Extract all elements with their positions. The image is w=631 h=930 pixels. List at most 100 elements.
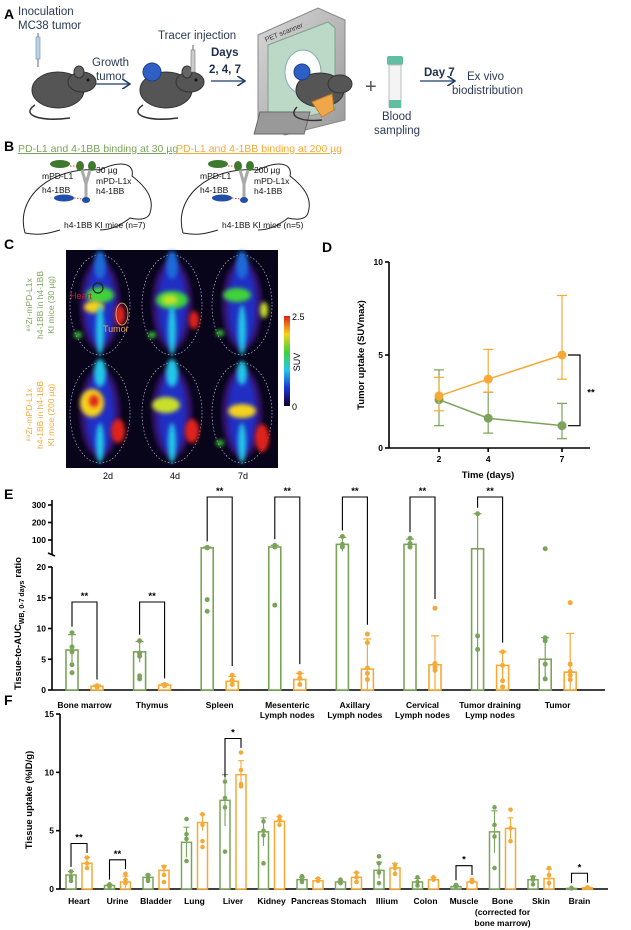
e-data-point xyxy=(204,597,210,603)
e-data-point xyxy=(272,602,278,608)
e-significance-label: ** xyxy=(81,591,89,602)
mouse-in-scanner-icon xyxy=(293,63,353,122)
e-significance-bracket xyxy=(274,496,301,665)
pet-hotspot xyxy=(216,330,224,336)
e-data-point xyxy=(567,661,573,667)
e-y-tick-label: 0 xyxy=(41,685,46,695)
tumor-roi-icon xyxy=(115,302,129,326)
f-y-tick-label: 5 xyxy=(49,826,54,836)
pet-hotspot xyxy=(96,423,104,463)
f-data-point xyxy=(84,861,90,866)
e-data-point xyxy=(339,544,345,550)
f-significance-bracket xyxy=(570,872,589,884)
d-data-point xyxy=(483,374,493,384)
e-category-label: Tumor draining xyxy=(459,700,521,710)
pet-hotspot xyxy=(162,295,178,305)
f-significance-bracket xyxy=(70,842,88,867)
f-category-label: Bladder xyxy=(140,896,172,906)
d-series-line xyxy=(438,398,563,427)
heart-annotation: Heart xyxy=(70,291,93,301)
f-category-label: Muscle xyxy=(450,896,479,906)
e-significance-bracket xyxy=(409,496,436,599)
f-bar xyxy=(235,773,247,890)
ex-vivo-label: Ex vivo xyxy=(467,71,504,83)
column-label-4d: 4d xyxy=(170,471,180,481)
d-y-tick-label: 10 xyxy=(374,257,384,267)
f-data-point xyxy=(261,861,266,866)
pet-body-signal xyxy=(158,373,186,453)
d-x-axis-label: Time (days) xyxy=(462,470,515,481)
f-significance-label: * xyxy=(231,728,235,739)
panel-label-d: D xyxy=(322,239,332,255)
day7-label: Day 7 xyxy=(424,67,455,79)
f-data-point xyxy=(68,875,74,880)
f-data-point xyxy=(200,822,205,828)
f-data-point xyxy=(299,879,305,885)
e-data-point xyxy=(542,546,548,552)
tumor-annotation: Tumor xyxy=(103,324,129,334)
f-data-point xyxy=(376,854,382,859)
e-category-label: Mesenteric xyxy=(265,700,310,710)
days-label: Days xyxy=(211,47,239,59)
row-label-line: KI mice (30 µg) xyxy=(46,276,56,334)
f-category-label: Bone xyxy=(492,896,514,906)
syringe-icon xyxy=(35,33,41,67)
f-data-point xyxy=(277,814,282,819)
mouse-diagram-200ug: mPD-L1 200 µg mPD-L1x h4-1BB h4-1BB h4-1… xyxy=(180,160,310,235)
e-data-point xyxy=(475,511,481,517)
d-y-axis-label: Tumor uptake (SUVmax) xyxy=(356,300,367,410)
f-category-label: Skin xyxy=(532,896,550,906)
mouse-diagram-30ug: mPD-L1 30 µg mPD-L1x h4-1BB h4-1BB h4-1B… xyxy=(22,160,152,235)
f-data-point xyxy=(84,855,90,860)
growth-label-2: tumor xyxy=(96,71,126,83)
f-data-point xyxy=(184,831,189,837)
e-significance-bracket xyxy=(341,496,368,625)
e-data-point xyxy=(567,600,573,606)
colorbar-min: 0 xyxy=(292,402,297,412)
f-data-point xyxy=(508,807,513,812)
e-bar xyxy=(335,543,350,691)
pet-hotspot xyxy=(228,404,256,418)
e-data-point xyxy=(407,541,413,546)
f-data-point xyxy=(376,880,382,886)
syringe-icon xyxy=(190,45,196,73)
f-category-label: bone marrow) xyxy=(474,918,530,928)
f-category-label: Kidney xyxy=(257,896,286,906)
e-y-axis-label: Tissue-to-AUCWB, 0-7 days ratio xyxy=(13,557,26,690)
row-label-line: KI mice (200 µg) xyxy=(46,384,56,447)
e-data-point xyxy=(407,535,413,541)
e-significance-bracket xyxy=(71,601,98,680)
e-significance-label: ** xyxy=(216,486,224,497)
f-data-point xyxy=(354,870,359,875)
f-data-point xyxy=(492,865,497,871)
e-significance-label: ** xyxy=(486,486,494,497)
f-significance-label: * xyxy=(578,862,582,873)
mpdl1-label: mPD-L1 xyxy=(42,171,73,181)
f-category-label: Pancreas xyxy=(291,896,329,906)
f-data-point xyxy=(546,872,552,878)
pet-hotspot xyxy=(237,361,247,385)
tracer-label-2: h4-1BB xyxy=(254,186,283,196)
e-data-point xyxy=(229,672,235,678)
f-significance-label: * xyxy=(462,855,466,866)
f-data-point xyxy=(161,872,167,878)
f-data-point xyxy=(569,886,574,891)
e-y-label-main: Tissue-to-AUC xyxy=(13,624,24,690)
pet-hotspot xyxy=(168,305,176,355)
f-data-point xyxy=(508,826,513,831)
e-data-point xyxy=(137,638,143,644)
f-data-point xyxy=(415,879,420,885)
f-data-point xyxy=(376,861,382,866)
f-data-point xyxy=(392,862,398,867)
e-data-point xyxy=(364,677,370,683)
e-data-point xyxy=(229,677,235,683)
f-data-point xyxy=(238,784,244,789)
e-category-label: Lymph nodes xyxy=(260,710,315,720)
f-bar xyxy=(273,820,286,890)
plus-sign: + xyxy=(365,76,377,98)
tracer-injection-label: Tracer injection xyxy=(158,30,236,42)
e-significance-bracket xyxy=(206,496,233,667)
row-label-line: h4-1BB in h4-1BB xyxy=(35,381,45,449)
dose-label: 30 µg xyxy=(96,165,118,175)
row-label-30ug: ⁸⁹Zr-mPD-L1x h4-1BB in h4-1BB KI mice (3… xyxy=(24,271,56,339)
